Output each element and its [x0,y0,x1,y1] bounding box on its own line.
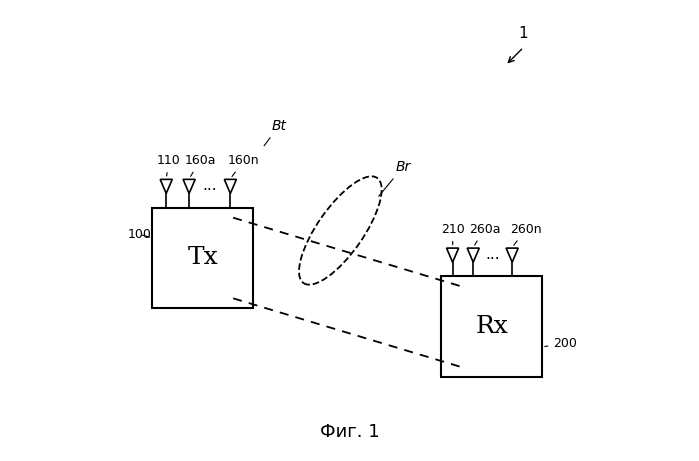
Text: 260a: 260a [468,223,500,245]
Text: 210: 210 [441,223,465,245]
Text: Bt: Bt [264,118,287,146]
Text: Br: Br [379,160,410,196]
Text: 160n: 160n [228,154,260,177]
Text: Tx: Tx [187,247,218,270]
Text: 200: 200 [545,337,577,350]
Text: 110: 110 [157,154,181,176]
FancyBboxPatch shape [152,207,253,308]
Text: 160a: 160a [185,154,216,177]
Text: ...: ... [485,247,500,262]
Text: 1: 1 [519,26,528,41]
FancyBboxPatch shape [441,276,542,377]
Text: ...: ... [203,178,217,193]
Text: 260n: 260n [510,223,542,245]
Text: 100: 100 [127,228,151,241]
Text: Rx: Rx [475,315,508,338]
Text: Фиг. 1: Фиг. 1 [319,423,380,441]
